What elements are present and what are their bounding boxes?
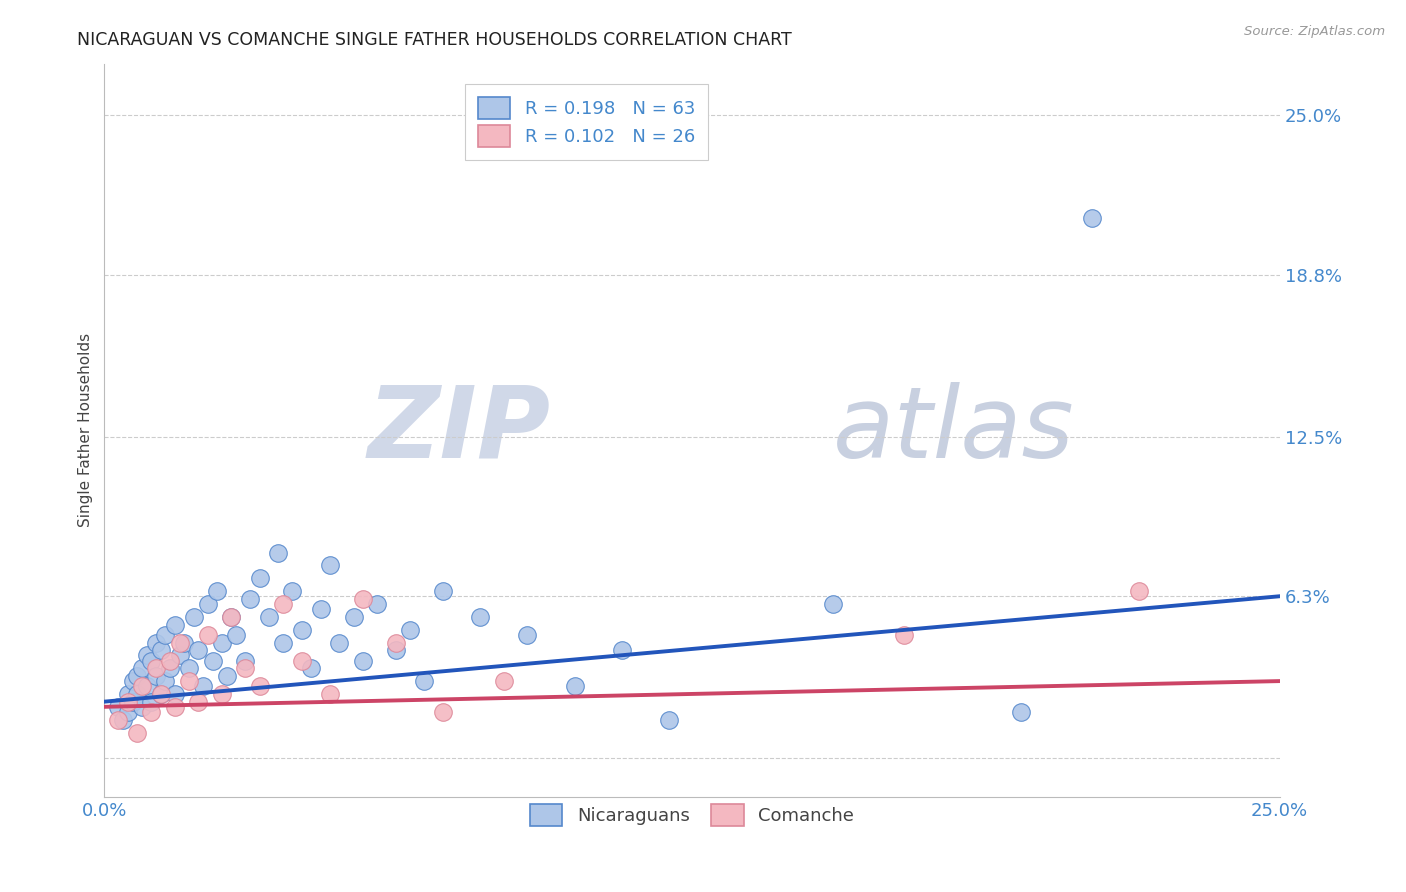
Point	[117, 705, 139, 719]
Point	[155, 628, 177, 642]
Point	[470, 609, 492, 624]
Point	[131, 661, 153, 675]
Point	[249, 679, 271, 693]
Text: NICARAGUAN VS COMANCHE SINGLE FATHER HOUSEHOLDS CORRELATION CHART: NICARAGUAN VS COMANCHE SINGLE FATHER HOU…	[77, 31, 792, 49]
Y-axis label: Single Father Households: Single Father Households	[79, 334, 93, 527]
Point	[141, 705, 163, 719]
Point	[211, 687, 233, 701]
Point	[432, 584, 454, 599]
Point	[225, 628, 247, 642]
Point	[610, 643, 633, 657]
Point	[141, 695, 163, 709]
Point	[117, 687, 139, 701]
Point	[163, 687, 186, 701]
Point	[319, 558, 342, 573]
Text: atlas: atlas	[834, 382, 1074, 479]
Point	[215, 669, 238, 683]
Point	[385, 635, 408, 649]
Point	[235, 661, 257, 675]
Point	[155, 674, 177, 689]
Point	[399, 623, 422, 637]
Point	[221, 609, 243, 624]
Point	[127, 687, 149, 701]
Point	[117, 695, 139, 709]
Point	[823, 597, 845, 611]
Point	[163, 617, 186, 632]
Legend: Nicaraguans, Comanche: Nicaraguans, Comanche	[520, 796, 863, 836]
Point	[197, 628, 219, 642]
Point	[187, 643, 209, 657]
Point	[205, 584, 228, 599]
Point	[149, 687, 172, 701]
Point	[183, 609, 205, 624]
Point	[271, 597, 294, 611]
Point	[107, 699, 129, 714]
Point	[492, 674, 515, 689]
Point	[281, 584, 304, 599]
Point	[291, 653, 314, 667]
Point	[187, 695, 209, 709]
Point	[159, 653, 181, 667]
Point	[291, 623, 314, 637]
Point	[249, 571, 271, 585]
Point	[352, 653, 374, 667]
Point	[121, 695, 143, 709]
Point	[127, 725, 149, 739]
Point	[177, 661, 200, 675]
Point	[149, 687, 172, 701]
Point	[169, 635, 191, 649]
Point	[413, 674, 436, 689]
Point	[141, 653, 163, 667]
Point	[145, 661, 167, 675]
Point	[177, 674, 200, 689]
Point	[271, 635, 294, 649]
Point	[169, 648, 191, 663]
Point	[516, 628, 538, 642]
Point	[211, 635, 233, 649]
Point	[342, 609, 364, 624]
Text: ZIP: ZIP	[368, 382, 551, 479]
Point	[197, 597, 219, 611]
Point	[328, 635, 350, 649]
Point	[145, 635, 167, 649]
Point	[239, 591, 262, 606]
Point	[145, 669, 167, 683]
Point	[385, 643, 408, 657]
Point	[163, 699, 186, 714]
Point	[121, 674, 143, 689]
Point	[564, 679, 586, 693]
Point	[1010, 705, 1032, 719]
Point	[173, 635, 195, 649]
Point	[432, 705, 454, 719]
Point	[366, 597, 388, 611]
Text: Source: ZipAtlas.com: Source: ZipAtlas.com	[1244, 25, 1385, 38]
Point	[131, 699, 153, 714]
Point	[135, 679, 157, 693]
Point	[299, 661, 322, 675]
Point	[159, 661, 181, 675]
Point	[893, 628, 915, 642]
Point	[352, 591, 374, 606]
Point	[112, 713, 135, 727]
Point	[201, 653, 224, 667]
Point	[1080, 211, 1102, 226]
Point	[657, 713, 679, 727]
Point	[267, 545, 290, 559]
Point	[235, 653, 257, 667]
Point	[257, 609, 280, 624]
Point	[149, 643, 172, 657]
Point	[309, 602, 332, 616]
Point	[1128, 584, 1150, 599]
Point	[221, 609, 243, 624]
Point	[131, 679, 153, 693]
Point	[107, 713, 129, 727]
Point	[135, 648, 157, 663]
Point	[319, 687, 342, 701]
Point	[127, 669, 149, 683]
Point	[191, 679, 214, 693]
